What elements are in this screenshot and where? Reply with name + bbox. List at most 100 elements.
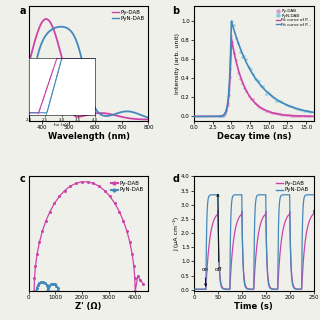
Point bbox=[284, 103, 289, 108]
Point bbox=[225, 100, 230, 105]
Point bbox=[233, 36, 238, 41]
Point bbox=[305, 109, 310, 114]
Point bbox=[236, 41, 241, 46]
Point bbox=[226, 87, 231, 92]
Point bbox=[301, 114, 306, 119]
Point bbox=[278, 112, 283, 117]
Point bbox=[295, 113, 300, 118]
Legend: Py-DAB, PyN-DAB: Py-DAB, PyN-DAB bbox=[109, 179, 146, 195]
Point bbox=[292, 113, 298, 118]
Point bbox=[225, 102, 230, 108]
Point bbox=[280, 112, 285, 117]
Point bbox=[228, 67, 233, 72]
Point bbox=[242, 86, 247, 91]
Point bbox=[301, 108, 306, 113]
Point bbox=[271, 111, 276, 116]
Point bbox=[219, 114, 224, 119]
Point bbox=[297, 113, 302, 118]
Point bbox=[240, 55, 245, 60]
Point bbox=[259, 106, 264, 111]
Point bbox=[265, 89, 270, 94]
Point bbox=[226, 92, 231, 98]
Text: on: on bbox=[202, 267, 208, 286]
Point bbox=[252, 100, 258, 106]
Point bbox=[219, 114, 224, 119]
Point bbox=[307, 114, 312, 119]
Point bbox=[263, 91, 268, 96]
Point bbox=[267, 92, 272, 97]
X-axis label: Time (s): Time (s) bbox=[234, 302, 273, 311]
Point bbox=[244, 88, 249, 93]
Point bbox=[252, 76, 258, 81]
Point bbox=[228, 75, 233, 80]
Point bbox=[299, 107, 304, 112]
Point bbox=[291, 113, 296, 118]
Point bbox=[303, 114, 308, 119]
Text: c: c bbox=[19, 174, 25, 184]
Point bbox=[269, 94, 274, 99]
Legend: Py-DAB, PyN-DAB: Py-DAB, PyN-DAB bbox=[111, 9, 146, 22]
Point bbox=[218, 114, 223, 119]
Point bbox=[271, 95, 276, 100]
Point bbox=[261, 107, 266, 112]
Text: b: b bbox=[172, 6, 180, 16]
Point bbox=[274, 111, 279, 116]
Point bbox=[221, 112, 227, 117]
Point bbox=[246, 65, 251, 70]
Point bbox=[288, 113, 293, 118]
Point bbox=[295, 106, 300, 111]
Point bbox=[278, 99, 283, 104]
Point bbox=[237, 77, 243, 82]
Point bbox=[250, 97, 255, 102]
Point bbox=[254, 102, 260, 108]
Point bbox=[263, 108, 268, 113]
Point bbox=[257, 105, 262, 110]
Text: a: a bbox=[19, 6, 26, 16]
Point bbox=[221, 112, 227, 117]
Legend: Py-DAB, PyN-DAB, Fit curve of P..., Fit curve of P...: Py-DAB, PyN-DAB, Fit curve of P..., Fit … bbox=[276, 9, 311, 27]
Point bbox=[274, 98, 279, 103]
Point bbox=[240, 80, 245, 85]
Point bbox=[222, 111, 228, 116]
Point bbox=[297, 107, 302, 112]
Point bbox=[305, 114, 310, 119]
Point bbox=[248, 66, 253, 71]
Text: d: d bbox=[172, 174, 180, 184]
Point bbox=[237, 49, 243, 54]
Point bbox=[265, 108, 270, 114]
Point bbox=[276, 111, 281, 116]
Point bbox=[282, 102, 287, 107]
Point bbox=[261, 84, 266, 89]
Point bbox=[257, 78, 262, 84]
Y-axis label: J (μA cm⁻²): J (μA cm⁻²) bbox=[174, 217, 180, 251]
Point bbox=[286, 113, 291, 118]
Point bbox=[303, 108, 308, 114]
Point bbox=[259, 84, 264, 89]
Point bbox=[254, 77, 260, 83]
Point bbox=[292, 106, 298, 111]
Legend: Py-DAB, PyN-DAB: Py-DAB, PyN-DAB bbox=[274, 179, 311, 195]
Point bbox=[231, 50, 236, 55]
Point bbox=[288, 104, 293, 109]
Point bbox=[222, 111, 228, 116]
Point bbox=[284, 113, 289, 118]
Y-axis label: Intensity (arb. unit): Intensity (arb. unit) bbox=[175, 33, 180, 94]
Point bbox=[236, 71, 241, 76]
Point bbox=[307, 109, 312, 115]
Point bbox=[220, 113, 225, 118]
Point bbox=[224, 107, 229, 112]
X-axis label: Z' (Ω): Z' (Ω) bbox=[76, 302, 102, 311]
X-axis label: Decay time (ns): Decay time (ns) bbox=[217, 132, 291, 141]
Point bbox=[242, 53, 247, 59]
Point bbox=[231, 23, 236, 28]
Point bbox=[267, 109, 272, 115]
Point bbox=[233, 58, 238, 63]
Point bbox=[229, 18, 234, 23]
Point bbox=[220, 113, 225, 118]
Point bbox=[229, 33, 234, 38]
Point bbox=[250, 71, 255, 76]
Point bbox=[246, 93, 251, 98]
Point bbox=[229, 20, 234, 25]
Point bbox=[291, 105, 296, 110]
Point bbox=[248, 97, 253, 102]
